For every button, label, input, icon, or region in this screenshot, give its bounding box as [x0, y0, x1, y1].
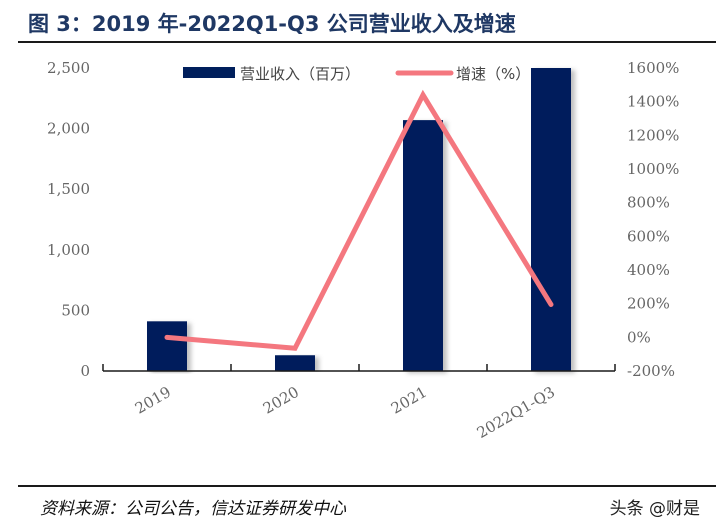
x-axis-label: 2020 [260, 383, 302, 418]
right-axis-tick: 800% [627, 194, 670, 212]
right-axis-tick: 1400% [627, 93, 679, 111]
right-axis-tick: 0% [627, 328, 651, 346]
left-axis-tick: 500 [61, 301, 90, 319]
growth-rate-line [164, 89, 554, 351]
watermark: 头条 @财是 [609, 499, 700, 519]
footer-divider [18, 485, 716, 487]
legend-revenue-label: 营业收入（百万） [240, 65, 360, 83]
x-axis-label: 2019 [132, 383, 174, 418]
right-axis-tick: 400% [627, 261, 670, 279]
left-axis-tick: 0 [80, 362, 90, 380]
right-axis-tick: 1600% [627, 59, 679, 77]
legend: 营业收入（百万） 增速（%） [183, 65, 530, 83]
legend-bar-swatch [183, 67, 235, 78]
x-axis-label: 2021 [388, 383, 430, 418]
source-note: 资料来源：公司公告，信达证券研发中心 [40, 499, 346, 519]
left-axis-tick: 2,000 [47, 120, 90, 138]
left-axis-ticks: 0 500 1,000 1,500 2,000 2,500 [47, 59, 90, 380]
x-axis-label: 2022Q1-Q3 [474, 383, 558, 442]
left-axis-tick: 2,500 [47, 59, 90, 77]
title-divider [18, 41, 716, 43]
right-axis-tick: 1200% [627, 126, 679, 144]
revenue-bars [147, 68, 571, 371]
right-axis-tick: 200% [627, 295, 670, 313]
right-axis-tick: 600% [627, 227, 670, 245]
revenue-bar [531, 68, 571, 371]
left-axis-tick: 1,000 [47, 241, 90, 259]
legend-growth-label: 增速（%） [456, 65, 530, 83]
x-axis-labels: 2019 2020 2021 2022Q1-Q3 [132, 383, 558, 442]
growth-line [164, 89, 554, 351]
revenue-bar [275, 355, 315, 371]
right-axis-tick: 1000% [627, 160, 679, 178]
chart-area: 0 500 1,000 1,500 2,000 2,500 -200% 0% 200% 400%… [47, 59, 679, 442]
revenue-bar [403, 120, 443, 371]
chart-title: 图 3：2019 年-2022Q1-Q3 公司营业收入及增速 [28, 12, 516, 36]
right-axis-ticks: -200% 0% 200% 400% 600% 800% 1000% 1200% 1400% 16… [627, 59, 679, 380]
revenue-bar [147, 321, 187, 371]
left-axis-tick: 1,500 [47, 180, 90, 198]
x-axis [102, 364, 616, 372]
right-axis-tick: -200% [627, 362, 675, 380]
